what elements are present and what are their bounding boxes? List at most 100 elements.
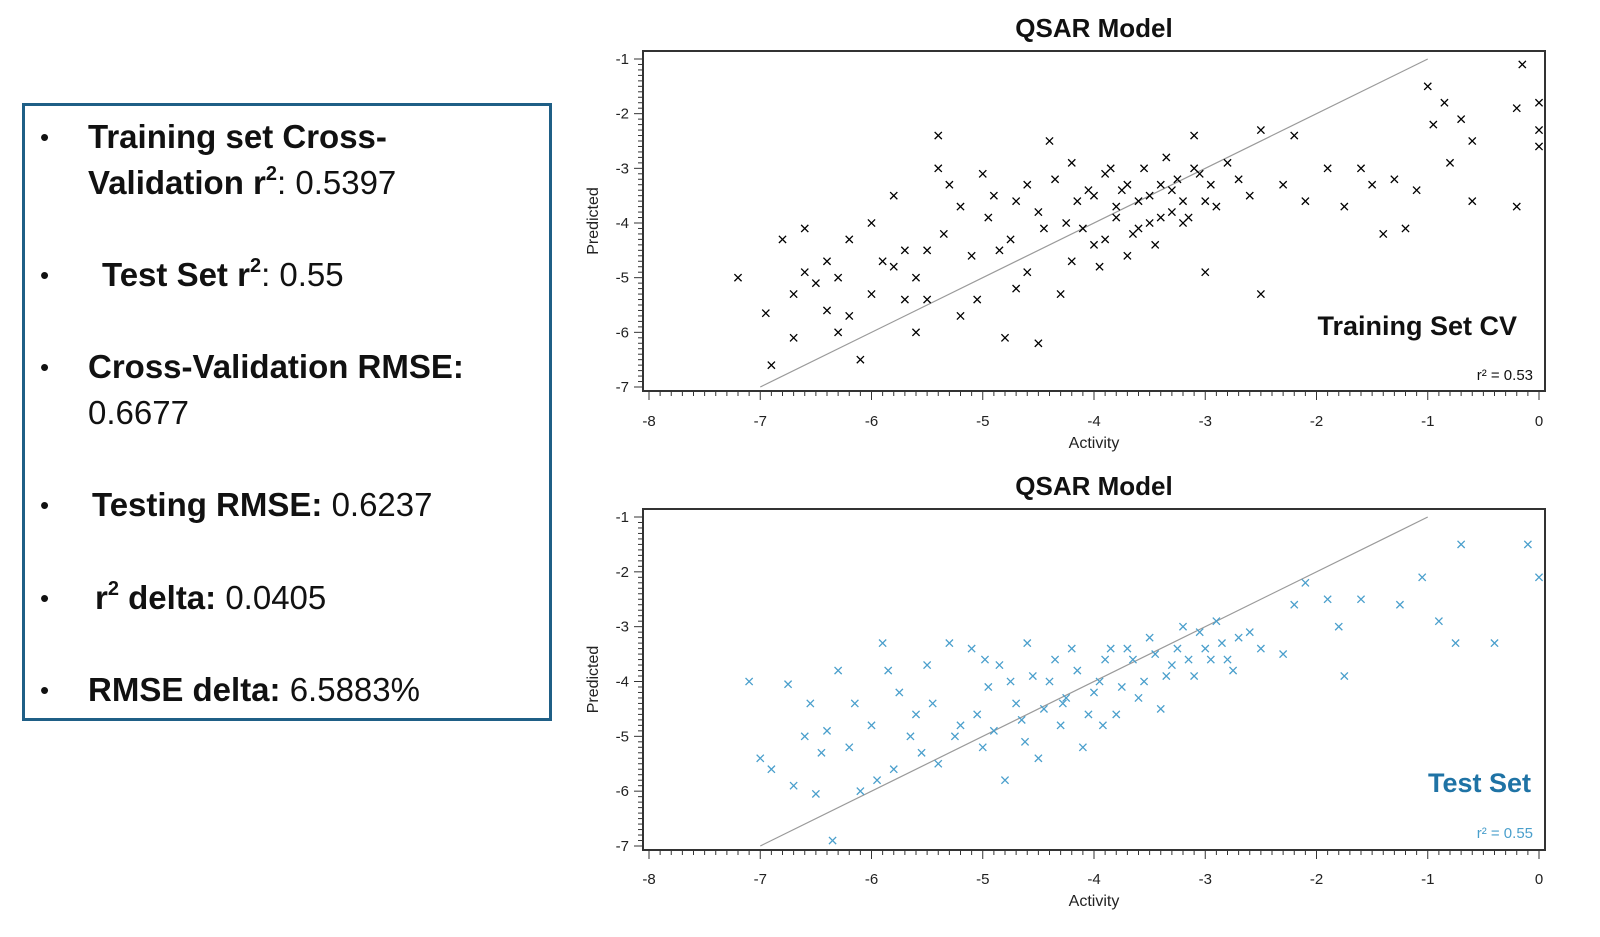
data-point [1123,644,1132,653]
metric-label: Training set Cross-Validation r [88,118,387,201]
data-point [917,748,926,757]
x-tick-label: -6 [865,871,878,888]
y-tick-label: -4 [616,215,629,232]
data-point [1523,540,1532,549]
r2-stat-label: r² = 0.53 [1477,367,1533,384]
data-point [1356,164,1366,173]
data-point [778,235,787,244]
x-tick-label: -8 [642,871,655,888]
bullet-icon: • [40,583,50,613]
data-point [1045,677,1054,686]
data-point [1073,666,1082,675]
data-point [1184,655,1193,664]
data-point [1468,197,1477,206]
data-point [1084,186,1093,195]
data-point [789,781,798,790]
data-point [1201,644,1210,653]
data-point [1223,655,1232,664]
data-point [856,355,865,364]
data-point [1089,240,1099,249]
data-point [889,262,898,271]
metric-label: Test Set r [102,256,250,293]
data-point [884,666,893,675]
x-axis-label: Activity [1069,435,1120,452]
data-point [1023,180,1032,189]
data-point [1178,197,1188,206]
y-tick-label: -1 [616,51,629,68]
data-point [1206,180,1215,189]
x-axis-label: Activity [1069,893,1120,910]
data-point [1457,540,1466,549]
data-point [834,666,843,675]
data-point [1112,213,1121,222]
data-point [1190,131,1199,140]
data-point [800,732,809,741]
x-tick-label: -3 [1199,871,1212,888]
data-point [1206,655,1215,664]
y-tick-label: -3 [616,160,629,177]
x-tick-label: -8 [642,413,655,430]
data-point [845,743,854,752]
data-point [1256,290,1265,299]
data-point [1112,202,1121,211]
data-point [1173,175,1182,184]
data-point [1340,671,1349,681]
bullet-icon: • [40,490,50,520]
data-point [1067,158,1076,167]
metric-value: 0.55 [279,256,344,293]
data-point [878,639,887,648]
data-point [1134,224,1143,233]
data-point [761,309,770,318]
data-point [900,246,909,255]
data-point [1212,617,1221,626]
data-point [850,699,859,708]
data-point [1167,660,1176,670]
data-point [834,273,843,282]
data-point [1173,644,1182,653]
data-point [923,246,932,255]
data-point [989,191,998,200]
data-point [845,235,854,244]
data-point [1101,235,1110,244]
y-tick-label: -2 [616,106,629,123]
data-point [1084,710,1093,719]
metric-label: r [95,579,108,616]
data-point [1234,175,1243,184]
data-point [1334,622,1343,631]
data-point [956,721,965,730]
data-point [806,699,815,708]
data-point [1534,126,1544,135]
data-point [1067,257,1076,266]
data-point [1340,202,1349,211]
metric-label: RMSE delta: [88,671,281,708]
data-point [811,279,820,288]
y-tick-label: -4 [616,674,629,691]
data-point [1434,617,1443,626]
metric-superscript: 2 [107,578,119,600]
data-point [1167,186,1176,195]
data-point [1098,721,1107,730]
data-point [978,743,987,752]
data-point [800,224,809,233]
x-tick-label: -5 [976,413,989,430]
metric-text: Cross-Validation RMSE: 0.6677 [88,344,539,436]
data-point [1012,284,1021,293]
data-point [1534,573,1544,582]
x-tick-label: -4 [1087,871,1100,888]
data-point [911,710,921,719]
data-point [889,191,898,200]
x-tick-label: -7 [754,413,767,430]
data-point [1356,595,1366,604]
metric-separator: : [277,164,296,201]
metrics-summary-box: • Training set Cross-Validation r2: 0.53… [22,103,552,721]
data-point [1006,677,1015,686]
data-point [1290,131,1299,140]
data-point [1512,104,1521,113]
data-point [995,660,1004,670]
data-point [1078,224,1087,233]
data-point [1290,600,1299,609]
data-point [1412,186,1421,195]
data-point [1012,699,1021,708]
data-point [1156,180,1165,189]
data-point [900,295,909,304]
